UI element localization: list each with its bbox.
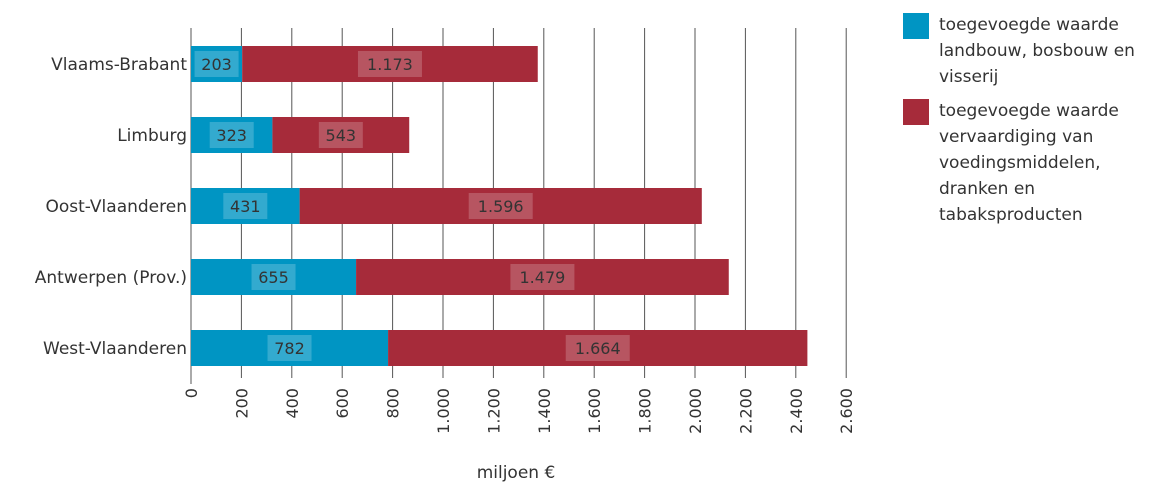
data-label-box — [251, 264, 296, 290]
data-label-box — [194, 51, 239, 77]
data-label: 655 — [258, 268, 289, 287]
bar-segment[interactable] — [388, 330, 808, 366]
data-label-box — [223, 193, 268, 219]
category-label: Vlaams-Brabant — [51, 55, 187, 75]
data-labels: 203 1.173 323 543 431 1.596 655 1.479 782 1.664 — [194, 51, 630, 361]
x-tick-label: 600 — [333, 388, 352, 419]
bar-segment[interactable] — [242, 46, 538, 82]
legend-label-agriculture: toegevoegde waarde landbouw, bosbouw en … — [939, 15, 1135, 87]
x-axis-title: miljoen € — [477, 463, 556, 483]
x-tick-label: 1.600 — [585, 388, 604, 434]
data-label-box — [565, 335, 630, 361]
legend-swatch-agriculture — [903, 13, 929, 39]
bar-segment[interactable] — [356, 259, 729, 295]
legend-swatch-food-manufacturing — [903, 99, 929, 125]
bar-segment[interactable] — [272, 117, 410, 153]
category-label: Antwerpen (Prov.) — [35, 268, 187, 288]
legend: toegevoegde waarde landbouw, bosbouw en … — [903, 12, 1158, 236]
legend-item-agriculture[interactable]: toegevoegde waarde landbouw, bosbouw en … — [903, 12, 1158, 90]
bar-segment[interactable] — [191, 259, 357, 295]
bars — [191, 46, 808, 366]
data-label: 1.596 — [478, 197, 524, 216]
data-label-box — [468, 193, 533, 219]
data-label-box — [357, 51, 422, 77]
data-label: 203 — [201, 55, 232, 74]
data-label-box — [510, 264, 575, 290]
x-tick-label: 0 — [182, 388, 201, 398]
data-label: 1.664 — [575, 339, 621, 358]
category-label: Oost-Vlaanderen — [45, 197, 187, 217]
data-label: 1.173 — [367, 55, 413, 74]
category-label: West-Vlaanderen — [43, 339, 187, 359]
data-label-box — [318, 122, 363, 148]
bar-segment[interactable] — [299, 188, 702, 224]
x-tick-label: 400 — [283, 388, 302, 419]
x-tick-label: 2.600 — [837, 388, 856, 434]
x-tick-label: 1.400 — [535, 388, 554, 434]
data-label: 1.479 — [520, 268, 566, 287]
data-label: 543 — [326, 126, 357, 145]
data-label-box — [209, 122, 254, 148]
legend-item-food-manufacturing[interactable]: toegevoegde waarde vervaardiging van voe… — [903, 98, 1158, 228]
x-tick-label: 2.200 — [736, 388, 755, 434]
category-labels: Vlaams-Brabant Limburg Oost-Vlaanderen Antw… — [35, 55, 188, 359]
x-tick-label: 2.400 — [787, 388, 806, 434]
bar-segment[interactable] — [191, 330, 389, 366]
x-tick-label: 1.800 — [636, 388, 655, 434]
legend-label-food-manufacturing: toegevoegde waarde vervaardiging van voe… — [939, 101, 1119, 225]
x-tick-label: 1.000 — [434, 388, 453, 434]
data-label: 431 — [230, 197, 261, 216]
x-tick-label: 2.000 — [686, 388, 705, 434]
x-tick-label: 200 — [232, 388, 251, 419]
bar-segment[interactable] — [191, 46, 243, 82]
x-tick-label: 1.200 — [484, 388, 503, 434]
x-axis-ticks: 0 200 400 600 800 1.000 1.200 1.400 1.600 1.800 2.… — [182, 388, 856, 434]
x-tick-label: 800 — [384, 388, 403, 419]
category-label: Limburg — [117, 126, 187, 146]
data-label: 323 — [216, 126, 247, 145]
data-label: 782 — [274, 339, 305, 358]
bar-segment[interactable] — [191, 188, 300, 224]
data-label-box — [267, 335, 312, 361]
bar-segment[interactable] — [191, 117, 273, 153]
